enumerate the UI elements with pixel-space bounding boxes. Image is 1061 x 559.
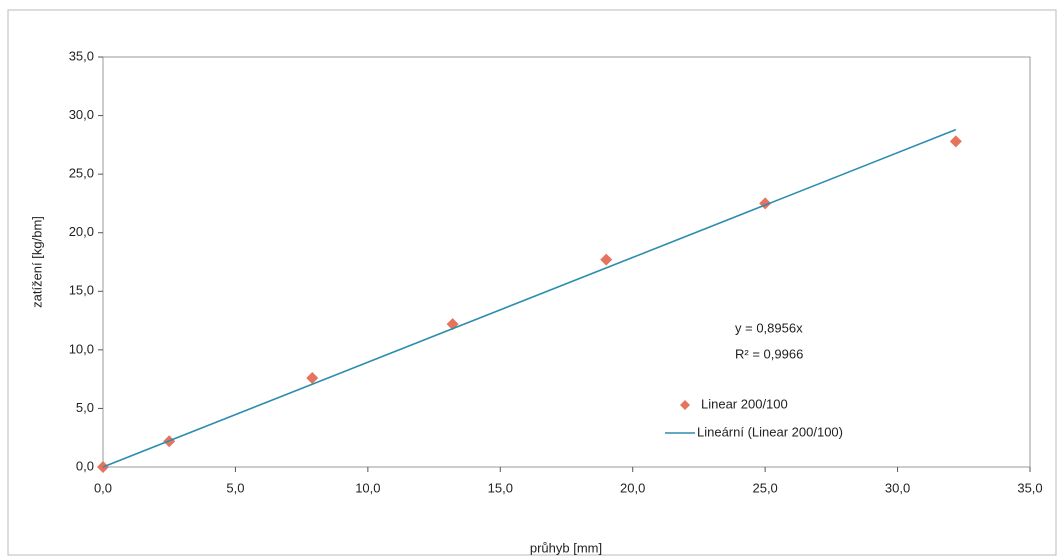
y-tick-label: 0,0 xyxy=(76,458,94,473)
x-tick-label: 10,0 xyxy=(355,480,380,495)
y-tick-label: 30,0 xyxy=(69,107,94,122)
data-point xyxy=(949,135,962,148)
data-point xyxy=(600,253,613,266)
legend-label: Lineární (Linear 200/100) xyxy=(697,424,843,439)
x-tick-label: 5,0 xyxy=(226,480,244,495)
x-tick-label: 35,0 xyxy=(1017,480,1042,495)
y-tick-label: 20,0 xyxy=(69,224,94,239)
trend-line xyxy=(102,128,957,468)
x-tick-label: 0,0 xyxy=(94,480,112,495)
equation: y = 0,8956x xyxy=(735,320,803,335)
y-tick-label: 5,0 xyxy=(76,400,94,415)
x-axis-title: průhyb [mm] xyxy=(530,540,602,555)
y-axis-title: zatížení [kg/bm] xyxy=(29,216,44,308)
legend-marker xyxy=(680,400,690,410)
x-tick-label: 15,0 xyxy=(488,480,513,495)
y-tick-label: 10,0 xyxy=(69,341,94,356)
plot-area xyxy=(102,56,1031,468)
y-tick-label: 25,0 xyxy=(69,166,94,181)
data-point xyxy=(306,371,319,384)
x-tick-label: 20,0 xyxy=(620,480,645,495)
legend-label: Linear 200/100 xyxy=(701,396,788,411)
chart-frame xyxy=(7,9,1057,556)
x-tick-label: 25,0 xyxy=(752,480,777,495)
y-tick-label: 15,0 xyxy=(69,283,94,298)
x-tick-label: 30,0 xyxy=(885,480,910,495)
r-squared: R² = 0,9966 xyxy=(735,346,803,361)
y-tick-label: 35,0 xyxy=(69,48,94,63)
